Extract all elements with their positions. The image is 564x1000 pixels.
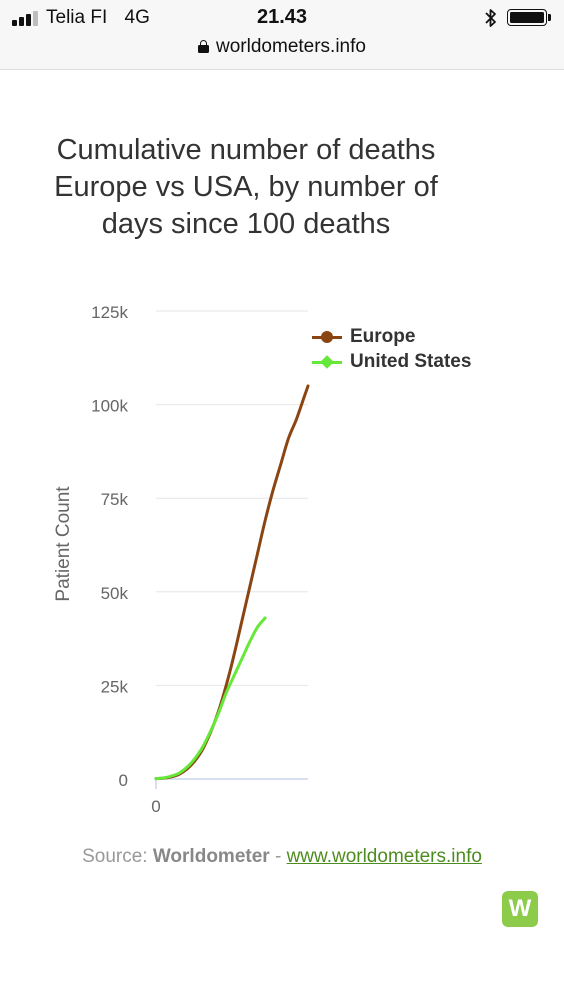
legend-symbol (312, 354, 342, 369)
lock-icon (198, 40, 210, 53)
battery-icon (507, 9, 547, 26)
y-axis-label: Patient Count (53, 486, 74, 602)
y-tick-label: 0 (119, 771, 128, 790)
legend-label: Europe (350, 325, 416, 347)
source-separator: - (269, 846, 287, 867)
worldometer-logo[interactable]: W (502, 891, 538, 927)
status-bar: Telia FI 4G 21.43 worldometers.info (0, 0, 564, 70)
x-axis: 0 (151, 778, 308, 816)
y-tick-label: 75k (101, 490, 129, 509)
url-text: worldometers.info (216, 36, 366, 57)
clock: 21.43 (256, 6, 308, 28)
y-tick-label: 25k (101, 677, 129, 696)
source-prefix: Source: (82, 846, 153, 867)
network-type: 4G (124, 7, 150, 28)
source-line: Source: Worldometer - www.worldometers.i… (0, 846, 564, 868)
x-tick-label: 0 (151, 797, 160, 816)
y-tick-label: 125k (91, 303, 128, 322)
signal-strength-icon (12, 10, 42, 26)
bluetooth-icon (485, 9, 496, 27)
y-tick-label: 50k (101, 584, 129, 603)
carrier-name: Telia FI (46, 7, 108, 28)
series-line-europe[interactable] (154, 384, 310, 781)
battery-tip (548, 14, 551, 21)
chart-title: Cumulative number of deaths Europe vs US… (54, 134, 438, 240)
legend-label: United States (350, 350, 472, 372)
legend-item-europe[interactable]: Europe (312, 324, 471, 349)
legend-item-united-states[interactable]: United States (312, 349, 471, 374)
source-name: Worldometer (152, 846, 270, 867)
series-line-united-states[interactable] (154, 616, 267, 781)
chart-area: 0 25k 50k 75k 100k 125k 0 Patient Count (53, 303, 310, 816)
legend[interactable]: Europe United States (312, 324, 471, 374)
legend-symbol (312, 330, 342, 343)
y-tick-labels: 0 25k 50k 75k 100k 125k (91, 303, 128, 790)
y-tick-label: 100k (91, 397, 128, 416)
series-lines (154, 384, 310, 781)
grid-lines (156, 310, 308, 686)
address-bar[interactable]: worldometers.info (0, 36, 564, 58)
carrier-info: Telia FI 4G (46, 7, 150, 29)
source-link[interactable]: www.worldometers.info (286, 846, 482, 867)
